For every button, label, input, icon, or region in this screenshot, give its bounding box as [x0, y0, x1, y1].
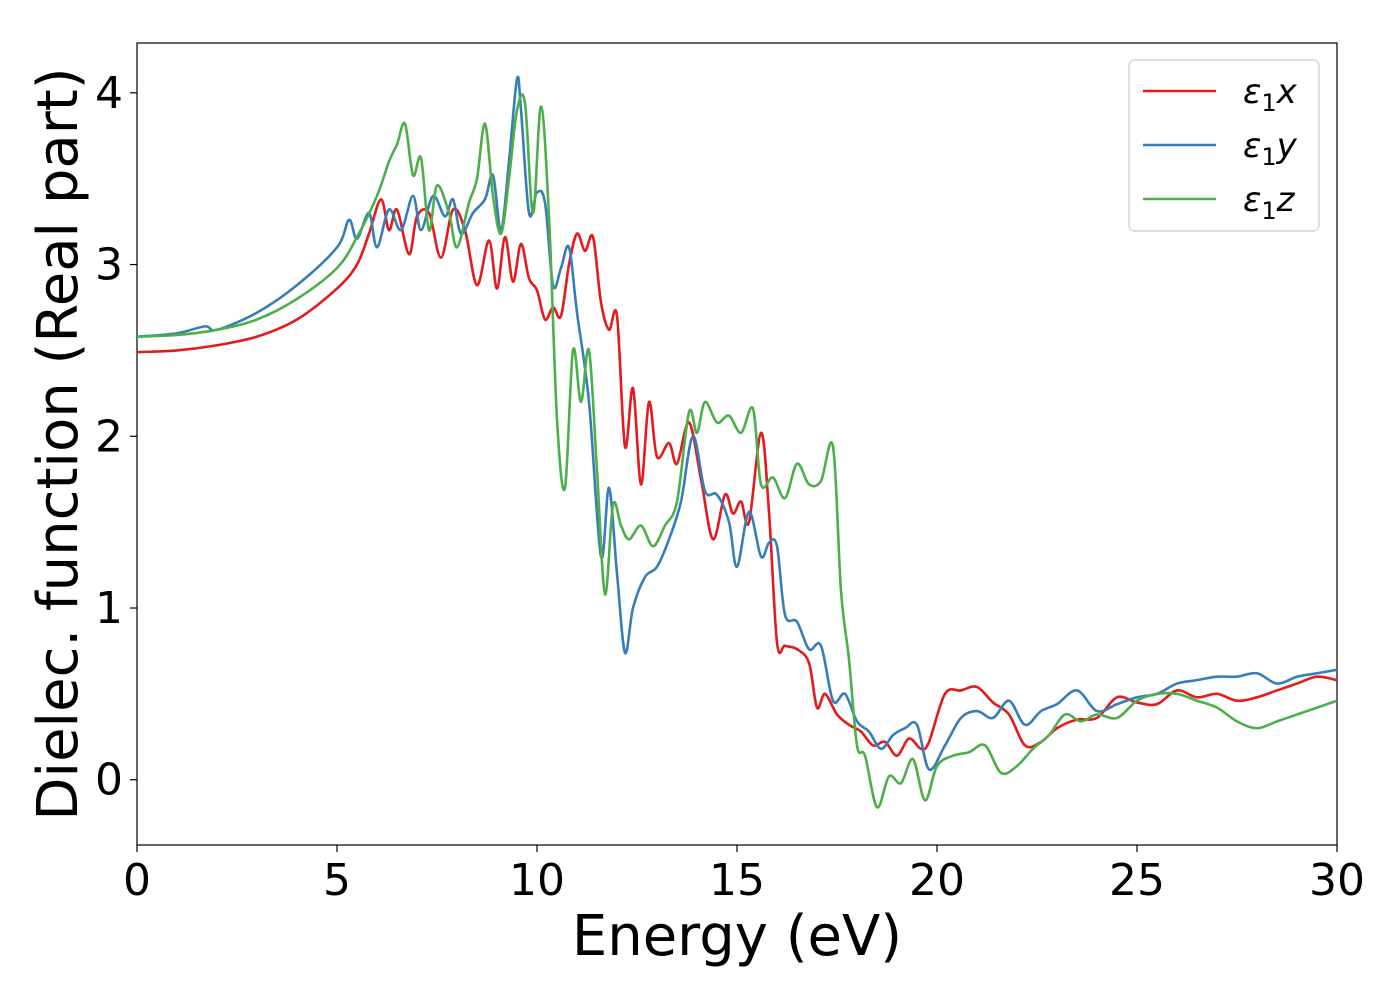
legend-label-y: ε1y	[1243, 126, 1298, 171]
y-axis: 0 1 2 3 4	[95, 68, 137, 806]
y-tick-label: 3	[95, 240, 123, 291]
legend: ε1x ε1y ε1z	[1128, 59, 1320, 232]
series-line-y	[137, 75, 1337, 772]
series-line-z	[137, 93, 1337, 809]
y-axis-label: Dielec. function (Real part)	[26, 67, 91, 820]
legend-label-z: ε1z	[1243, 180, 1296, 225]
y-tick-label: 1	[95, 583, 123, 634]
x-tick-label: 10	[509, 855, 565, 906]
x-tick-label: 15	[709, 855, 765, 906]
legend-label-x: ε1x	[1243, 72, 1298, 117]
x-tick-label: 5	[323, 855, 351, 906]
x-tick-label: 25	[1109, 855, 1165, 906]
x-axis: 0 5 10 15 20 25 30	[123, 845, 1365, 906]
x-tick-label: 20	[909, 855, 965, 906]
x-axis-label: Energy (eV)	[572, 904, 902, 969]
legend-box	[1128, 59, 1320, 232]
series-layer	[137, 75, 1337, 809]
y-tick-label: 0	[95, 755, 123, 806]
x-tick-label: 30	[1309, 855, 1365, 906]
x-tick-label: 0	[123, 855, 151, 906]
y-tick-label: 4	[95, 68, 123, 119]
y-tick-label: 2	[95, 411, 123, 462]
